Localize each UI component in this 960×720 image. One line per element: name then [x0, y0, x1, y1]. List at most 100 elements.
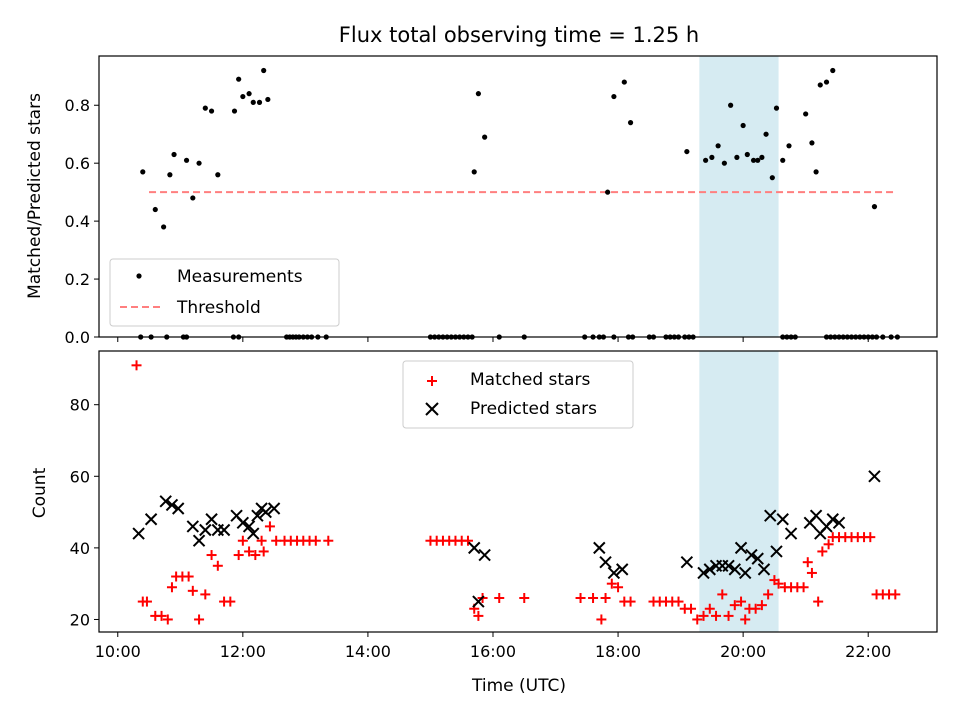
legend-measurements-label: Measurements [177, 267, 303, 287]
measurements-point [715, 143, 721, 149]
predicted-stars-point [728, 563, 742, 576]
measurements-point [621, 79, 627, 85]
measurements-point [475, 91, 481, 97]
measurements-point [817, 82, 823, 88]
measurements-point [171, 151, 177, 158]
measurements-point [773, 105, 780, 111]
top-axes-frame [98, 55, 938, 338]
predicted-stars-point [868, 470, 881, 483]
predicted-stars-point [745, 548, 758, 562]
top-legend-box [109, 258, 340, 327]
x-tick-label: 12:00 [220, 642, 266, 661]
measurements-point [684, 148, 690, 155]
predicted-stars-point [734, 541, 748, 555]
measurements-point [240, 93, 246, 100]
x-tick-label: 18:00 [595, 642, 641, 661]
matched-stars-point [613, 582, 624, 593]
matched-stars-point [244, 546, 255, 557]
matched-stars-point [798, 582, 809, 593]
matched-stars-point [773, 578, 784, 589]
predicted-stars-point [826, 513, 839, 526]
measurements-point [823, 79, 830, 85]
matched-stars-point [763, 589, 774, 600]
matched-stars-point [817, 546, 828, 557]
bottom-ticks: 10:00 12:00 14:00 16:00 18:00 20:00 22:00 20 40 6… [70, 396, 892, 661]
measurements-point [703, 157, 709, 163]
predicted-stars-point [722, 559, 735, 572]
predicted-stars-point [764, 509, 777, 522]
legend-threshold-label: Threshold [176, 298, 261, 318]
x-tick-label: 14:00 [345, 642, 391, 661]
matched-stars-point [256, 535, 267, 546]
predicted-stars-point [205, 513, 218, 526]
measurements-point [208, 108, 215, 114]
matched-stars-point [736, 596, 747, 607]
predicted-stars-point [616, 563, 629, 576]
matched-stars-point [519, 592, 530, 603]
predicted-stars-point [267, 502, 281, 515]
legend-measurements-marker [136, 273, 142, 279]
predicted-stars-point [770, 545, 783, 558]
matched-stars-point [162, 614, 173, 625]
matched-stars-point [692, 614, 703, 625]
matched-stars-point [600, 592, 611, 603]
predicted-stars-point [703, 563, 716, 576]
matched-stars-point [711, 610, 722, 621]
matched-stars-point [323, 535, 334, 546]
measurements-point [786, 143, 792, 149]
measurements-point [140, 169, 146, 175]
top-panel: 0.00.20.40.60.8 Matched/Predicted stars … [25, 55, 938, 347]
measurements-point [161, 224, 167, 230]
predicted-stars-point [757, 563, 771, 576]
matched-stars-point [166, 582, 177, 593]
measurements-point [196, 160, 202, 166]
matched-stars-point [233, 550, 244, 561]
predicted-stars-point [144, 513, 158, 526]
measurements-point [709, 154, 715, 160]
x-tick-label: 22:00 [845, 642, 891, 661]
measurements-point [256, 99, 263, 105]
predicted-stars-point [192, 534, 206, 547]
measurements-point [728, 102, 734, 108]
legend-predicted-marker [425, 402, 439, 416]
matched-stars-point [212, 560, 223, 571]
predicted-stars-point [172, 502, 185, 515]
bottom-highlight-band [699, 351, 779, 632]
measurements-point [627, 120, 634, 126]
measurements-point [763, 131, 769, 137]
predicted-stars-point [259, 505, 272, 519]
bottom-panel: 10:00 12:00 14:00 16:00 18:00 20:00 22:00 20 40 6… [30, 350, 938, 696]
matched-stars-point [473, 610, 484, 621]
measurements-point [190, 195, 196, 201]
measurements-point [813, 169, 819, 175]
predicted-stars-point [607, 566, 621, 580]
matched-stars-point [250, 550, 261, 561]
matched-stars-point [588, 592, 599, 603]
top-highlight-band [699, 56, 779, 337]
matched-stars-point [740, 614, 751, 625]
matched-stars-point [156, 610, 167, 621]
matched-stars-point [673, 596, 684, 607]
matched-stars-point [806, 567, 817, 578]
predicted-stars-point [832, 516, 846, 530]
matched-stars-point [686, 603, 697, 614]
measurements-point [482, 134, 488, 140]
measurements-point [250, 99, 256, 105]
x-tick-label: 16:00 [470, 642, 516, 661]
matched-stars-point [258, 546, 269, 557]
predicted-stars-point [472, 595, 485, 608]
predicted-stars-point [132, 527, 145, 540]
matched-stars-point [200, 589, 211, 600]
predicted-stars-point [809, 509, 823, 522]
matched-stars-point [756, 600, 767, 611]
predicted-stars-point [165, 498, 179, 512]
measurements-point [830, 67, 836, 74]
matched-stars-point [890, 589, 901, 600]
matched-stars-point [183, 571, 194, 582]
measurements-point [246, 91, 252, 97]
bottom-y-axis-label: Count [30, 467, 50, 518]
predicted-stars-point [251, 509, 264, 522]
top-ticks: 0.0 0.2 0.4 0.6 0.8 [65, 96, 869, 347]
matched-stars-point [823, 539, 834, 550]
